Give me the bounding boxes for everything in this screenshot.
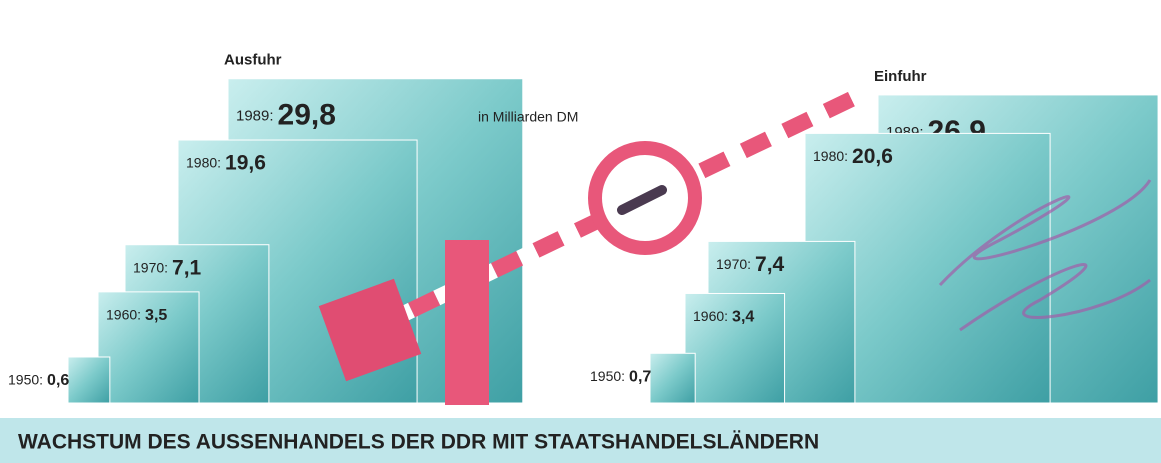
year-label: 1950: <box>8 372 43 388</box>
value-label: 7,1 <box>172 256 202 279</box>
value-label: 0,7 <box>629 369 651 386</box>
year-label: 1970: <box>716 256 751 272</box>
value-label: 7,4 <box>755 253 785 276</box>
year-label: 1980: <box>813 148 848 164</box>
series-name: Ausfuhr <box>224 52 282 69</box>
chart-title: WACHSTUM DES AUSSENHANDELS DER DDR MIT S… <box>18 431 819 454</box>
year-label: 1989: <box>236 108 274 125</box>
year-label: 1960: <box>106 307 141 323</box>
year-label: 1970: <box>133 259 168 275</box>
value-label: 3,5 <box>145 307 167 324</box>
chart: WACHSTUM DES AUSSENHANDELS DER DDR MIT S… <box>0 0 1161 463</box>
value-label: 19,6 <box>225 152 266 175</box>
unit-label: in Milliarden DM <box>478 109 578 125</box>
value-label: 0,6 <box>47 372 69 389</box>
year-label: 1980: <box>186 155 221 171</box>
year-label: 1950: <box>590 368 625 384</box>
series-name: Einfuhr <box>874 68 927 85</box>
value-label: 3,4 <box>732 309 754 326</box>
square <box>68 357 110 403</box>
square <box>650 353 695 403</box>
value-label: 20,6 <box>852 145 893 168</box>
value-label: 29,8 <box>278 99 336 132</box>
year-label: 1960: <box>693 308 728 324</box>
